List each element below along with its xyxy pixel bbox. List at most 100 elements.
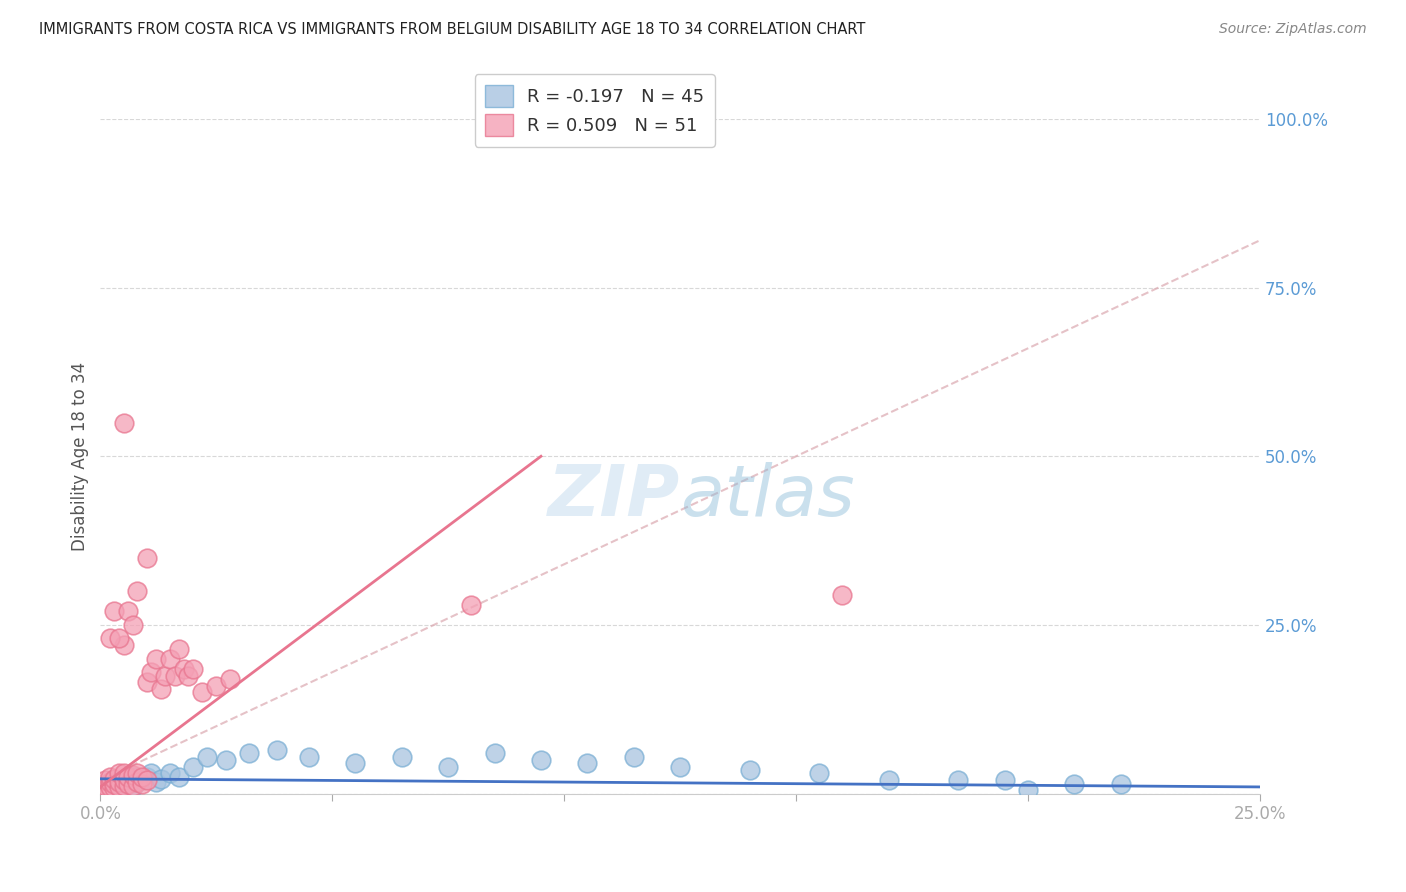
- Point: [135, 773, 157, 788]
- Point: [576, 756, 599, 771]
- Point: [149, 682, 172, 697]
- Point: [98, 774, 121, 789]
- Point: [112, 776, 135, 790]
- Point: [94, 779, 117, 793]
- Point: [238, 746, 260, 760]
- Point: [214, 753, 236, 767]
- Point: [195, 749, 218, 764]
- Text: atlas: atlas: [681, 462, 855, 532]
- Point: [98, 632, 121, 646]
- Point: [131, 770, 153, 784]
- Point: [112, 638, 135, 652]
- Legend: R = -0.197   N = 45, R = 0.509   N = 51: R = -0.197 N = 45, R = 0.509 N = 51: [475, 74, 714, 147]
- Point: [117, 770, 139, 784]
- Point: [298, 749, 321, 764]
- Point: [167, 641, 190, 656]
- Point: [94, 785, 117, 799]
- Point: [121, 770, 143, 784]
- Point: [808, 766, 831, 780]
- Point: [103, 780, 125, 794]
- Point: [103, 776, 125, 790]
- Point: [181, 662, 204, 676]
- Point: [131, 773, 153, 788]
- Point: [145, 774, 167, 789]
- Point: [831, 588, 853, 602]
- Point: [191, 685, 214, 699]
- Point: [108, 766, 131, 780]
- Point: [103, 605, 125, 619]
- Point: [145, 651, 167, 665]
- Point: [117, 773, 139, 788]
- Point: [108, 632, 131, 646]
- Point: [738, 763, 761, 777]
- Point: [167, 770, 190, 784]
- Point: [98, 783, 121, 797]
- Point: [1109, 776, 1132, 790]
- Point: [117, 776, 139, 790]
- Point: [484, 746, 506, 760]
- Point: [117, 605, 139, 619]
- Point: [205, 679, 228, 693]
- Point: [98, 770, 121, 784]
- Point: [1017, 783, 1039, 797]
- Point: [131, 776, 153, 790]
- Point: [108, 774, 131, 789]
- Point: [877, 773, 900, 788]
- Point: [159, 766, 181, 780]
- Point: [127, 766, 149, 780]
- Point: [344, 756, 367, 771]
- Point: [103, 772, 125, 786]
- Point: [98, 779, 121, 793]
- Point: [127, 774, 149, 789]
- Point: [108, 779, 131, 793]
- Point: [669, 760, 692, 774]
- Point: [121, 779, 143, 793]
- Point: [135, 675, 157, 690]
- Point: [994, 773, 1017, 788]
- Point: [89, 787, 111, 801]
- Point: [94, 783, 117, 797]
- Point: [181, 760, 204, 774]
- Point: [112, 416, 135, 430]
- Point: [437, 760, 460, 774]
- Point: [266, 743, 288, 757]
- Point: [460, 598, 482, 612]
- Point: [177, 668, 200, 682]
- Point: [108, 780, 131, 794]
- Point: [117, 776, 139, 790]
- Point: [948, 773, 970, 788]
- Point: [121, 780, 143, 794]
- Point: [623, 749, 645, 764]
- Point: [121, 618, 143, 632]
- Point: [135, 550, 157, 565]
- Point: [135, 770, 157, 784]
- Point: [94, 781, 117, 796]
- Point: [159, 651, 181, 665]
- Point: [173, 662, 195, 676]
- Point: [141, 665, 163, 680]
- Point: [94, 773, 117, 788]
- Point: [112, 780, 135, 794]
- Point: [112, 779, 135, 793]
- Point: [103, 776, 125, 790]
- Point: [89, 787, 111, 801]
- Point: [112, 773, 135, 788]
- Point: [391, 749, 413, 764]
- Text: Source: ZipAtlas.com: Source: ZipAtlas.com: [1219, 22, 1367, 37]
- Point: [103, 781, 125, 796]
- Point: [112, 766, 135, 780]
- Point: [149, 772, 172, 786]
- Point: [155, 668, 177, 682]
- Point: [141, 766, 163, 780]
- Text: ZIP: ZIP: [548, 462, 681, 532]
- Point: [98, 780, 121, 794]
- Point: [163, 668, 186, 682]
- Point: [219, 672, 242, 686]
- Point: [108, 774, 131, 789]
- Point: [89, 781, 111, 796]
- Y-axis label: Disability Age 18 to 34: Disability Age 18 to 34: [72, 362, 89, 551]
- Point: [127, 584, 149, 599]
- Text: IMMIGRANTS FROM COSTA RICA VS IMMIGRANTS FROM BELGIUM DISABILITY AGE 18 TO 34 CO: IMMIGRANTS FROM COSTA RICA VS IMMIGRANTS…: [39, 22, 866, 37]
- Point: [530, 753, 553, 767]
- Point: [121, 768, 143, 782]
